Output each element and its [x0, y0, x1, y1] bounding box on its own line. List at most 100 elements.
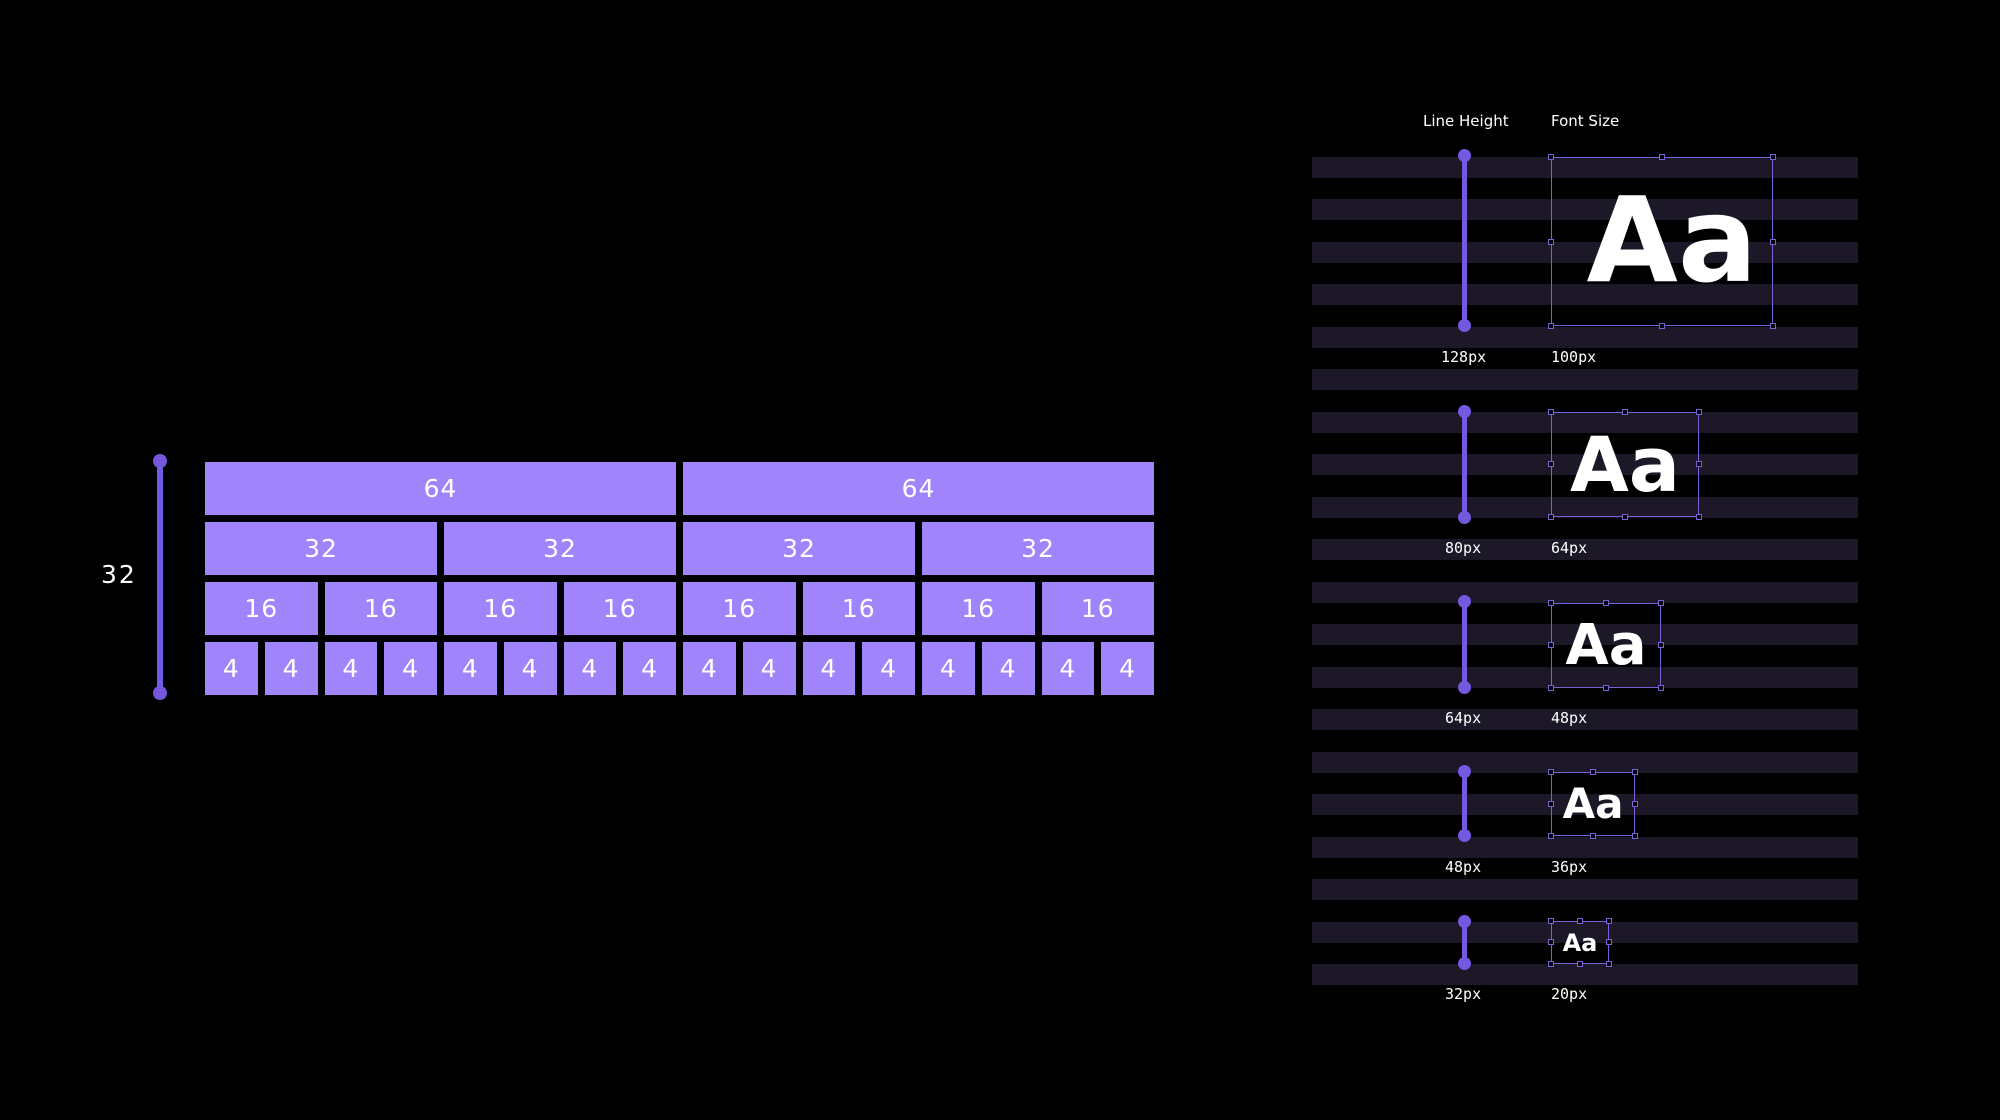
stripe	[1312, 582, 1858, 603]
block-4: 4	[922, 642, 975, 695]
font-size-box: Aa	[1548, 918, 1612, 967]
block-16: 16	[802, 582, 915, 635]
ruler-bottom-dot	[1458, 681, 1471, 694]
font-size-value: 100px	[1551, 348, 1597, 366]
stripe	[1312, 539, 1858, 560]
handle-icon	[1590, 769, 1596, 775]
row-64: 64 64	[205, 462, 1154, 515]
line-height-header: Line Height	[1423, 112, 1509, 130]
block-16: 16	[205, 582, 318, 635]
font-size-box: Aa	[1548, 409, 1702, 520]
block-16: 16	[444, 582, 557, 635]
handle-icon	[1658, 685, 1664, 691]
stripe	[1312, 369, 1858, 390]
ruler-top-dot	[1458, 149, 1471, 162]
block-32: 32	[922, 522, 1154, 575]
block-4: 4	[742, 642, 796, 695]
handle-icon	[1658, 642, 1664, 648]
handle-icon	[1659, 154, 1665, 160]
handle-icon	[1548, 323, 1554, 329]
handle-icon	[1632, 801, 1638, 807]
handle-icon	[1770, 154, 1776, 160]
stripe	[1312, 837, 1858, 858]
block-4: 4	[802, 642, 856, 695]
font-size-header: Font Size	[1551, 112, 1620, 130]
handle-icon	[1548, 514, 1554, 520]
block-64: 64	[683, 462, 1154, 515]
ruler-top-dot	[1458, 405, 1471, 418]
handle-icon	[1577, 918, 1583, 924]
block-4: 4	[981, 642, 1035, 695]
handle-icon	[1548, 642, 1554, 648]
row-4: 4 4 4 4 4 4 4 4 4 4 4 4 4 4 4 4	[205, 642, 1154, 695]
font-size-box: Aa	[1548, 769, 1638, 839]
handle-icon	[1606, 961, 1612, 967]
block-32: 32	[444, 522, 676, 575]
stripe	[1312, 709, 1858, 730]
block-4: 4	[503, 642, 557, 695]
font-size-box: Aa	[1548, 600, 1664, 691]
block-4: 4	[444, 642, 497, 695]
block-4: 4	[205, 642, 258, 695]
handle-icon	[1606, 918, 1612, 924]
height-ruler	[157, 461, 163, 693]
line-height-ruler	[1462, 602, 1467, 688]
ruler-bottom-dot	[1458, 957, 1471, 970]
stripe	[1312, 497, 1858, 518]
font-size-value: 64px	[1551, 539, 1588, 557]
handle-icon	[1603, 685, 1609, 691]
handle-icon	[1632, 833, 1638, 839]
handle-icon	[1548, 239, 1554, 245]
handle-icon	[1548, 918, 1554, 924]
line-height-ruler	[1462, 412, 1467, 518]
handle-icon	[1548, 600, 1554, 606]
line-height-value: 32px	[1445, 985, 1482, 1003]
block-16: 16	[683, 582, 796, 635]
stripe	[1312, 964, 1858, 985]
handle-icon	[1548, 961, 1554, 967]
block-16: 16	[324, 582, 437, 635]
block-4: 4	[1101, 642, 1154, 695]
block-4: 4	[683, 642, 736, 695]
block-4: 4	[623, 642, 676, 695]
handle-icon	[1577, 961, 1583, 967]
handle-icon	[1590, 833, 1596, 839]
row-16: 16 16 16 16 16 16 16 16	[205, 582, 1154, 635]
line-height-value: 128px	[1441, 348, 1487, 366]
handle-icon	[1603, 600, 1609, 606]
block-4: 4	[563, 642, 617, 695]
line-height-value: 64px	[1445, 709, 1482, 727]
handle-icon	[1622, 409, 1628, 415]
handle-icon	[1548, 409, 1554, 415]
ruler-top-dot	[1458, 915, 1471, 928]
handle-icon	[1548, 461, 1554, 467]
block-4: 4	[324, 642, 378, 695]
handle-icon	[1548, 154, 1554, 160]
ruler-top-dot	[1458, 595, 1471, 608]
sample-text: Aa	[1569, 419, 1681, 509]
stripe	[1312, 454, 1858, 475]
ruler-top-dot	[153, 454, 167, 468]
stripe	[1312, 157, 1858, 178]
sample-text: Aa	[1586, 170, 1758, 309]
line-height-ruler	[1462, 922, 1467, 964]
ruler-bottom-dot	[1458, 319, 1471, 332]
handle-icon	[1548, 685, 1554, 691]
stripe	[1312, 327, 1858, 348]
font-size-value: 36px	[1551, 858, 1588, 876]
font-size-value: 20px	[1551, 985, 1588, 1003]
stripe	[1312, 242, 1858, 263]
stripe	[1312, 624, 1858, 645]
ruler-bottom-dot	[1458, 511, 1471, 524]
sample-text: Aa	[1562, 928, 1598, 957]
handle-icon	[1548, 833, 1554, 839]
stripe	[1312, 412, 1858, 433]
line-height-value: 48px	[1445, 858, 1482, 876]
stripe	[1312, 667, 1858, 688]
sample-text: Aa	[1562, 779, 1624, 828]
handle-icon	[1622, 514, 1628, 520]
block-32: 32	[205, 522, 437, 575]
line-height-ruler	[1462, 156, 1467, 326]
stripe	[1312, 794, 1858, 815]
line-height-value: 80px	[1445, 539, 1482, 557]
